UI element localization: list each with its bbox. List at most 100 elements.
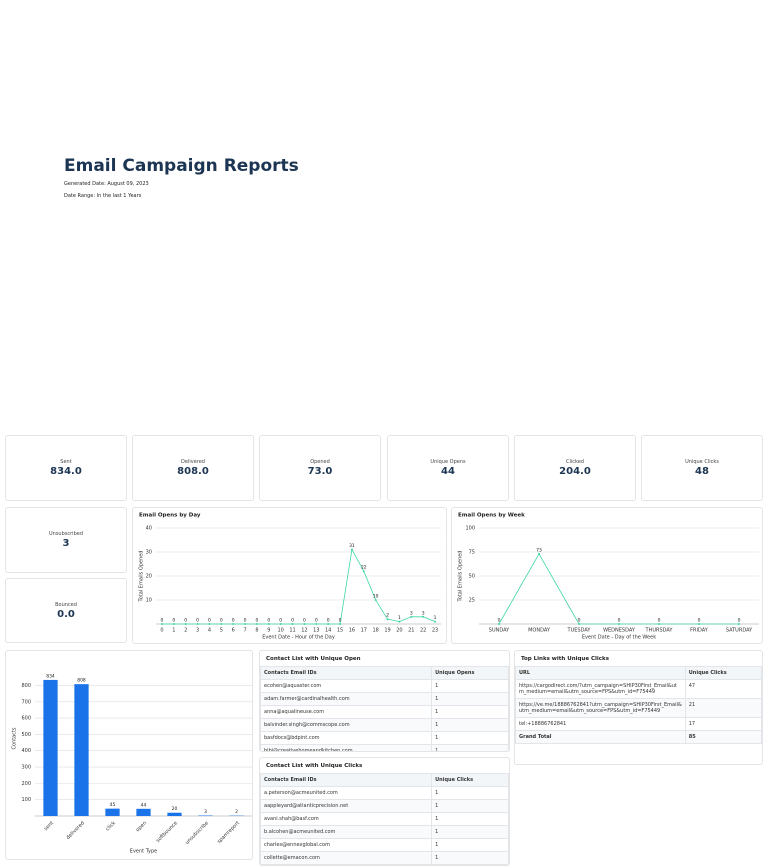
- table-row: adam.farmer@cardinalhealth.com 1: [260, 692, 509, 706]
- table-cell: 1: [431, 825, 509, 839]
- kpi-label: Unsubscribed: [49, 531, 83, 537]
- value-label: 808: [77, 678, 86, 684]
- value-label: 3: [410, 610, 413, 616]
- y-tick-label: 800: [21, 683, 31, 689]
- x-tick-label: 9: [267, 628, 270, 634]
- point: [303, 623, 306, 625]
- table-cell: balvinder.singh@commscope.com: [260, 718, 433, 732]
- table-cell: 1: [431, 692, 509, 706]
- point: [738, 623, 740, 625]
- table-title: Top Links with Unique Clicks: [521, 656, 609, 662]
- data-table: Contacts Email IDs Unique Opens ecohen@aqu…: [260, 666, 509, 751]
- kpi-value: 44: [441, 466, 455, 477]
- table-cell: 21: [684, 698, 762, 718]
- value-label: 0: [172, 618, 175, 624]
- y-tick-label: 100: [465, 526, 475, 532]
- y-tick-label: 40: [146, 526, 152, 532]
- value-label: 0: [698, 618, 701, 624]
- table-cell: a.peterson@acmeunited.com: [260, 786, 433, 800]
- x-tick-label: WEDNESDAY: [603, 628, 636, 634]
- value-label: 0: [578, 618, 581, 624]
- value-label: 0: [738, 618, 741, 624]
- x-tick-label: sent: [43, 820, 55, 832]
- value-label: 0: [327, 618, 330, 624]
- value-label: 31: [349, 543, 355, 549]
- point: [339, 623, 342, 625]
- column-header: Unique Clicks: [684, 666, 762, 680]
- table-cell: https://ve.me/18886762841?utm_campaign=S…: [515, 698, 686, 718]
- y-tick-label: 600: [21, 716, 31, 722]
- line: [498, 553, 739, 625]
- x-tick-label: 2: [184, 628, 187, 634]
- table-row: https://cargodirect.com/?utm_campaign=SH…: [515, 679, 762, 699]
- value-label: 0: [339, 618, 342, 624]
- point: [538, 552, 540, 555]
- table-row: ecohen@aquaster.com 1: [260, 679, 509, 693]
- x-tick-label: 0: [160, 628, 163, 634]
- table-row: b.alcohen@acmeunited.com 1: [260, 825, 509, 839]
- point: [160, 623, 163, 625]
- x-tick-label: 18: [373, 628, 379, 634]
- kpi-value: 0.0: [57, 608, 75, 620]
- point: [315, 623, 318, 625]
- bar: [136, 808, 151, 816]
- point: [327, 623, 330, 625]
- point: [350, 548, 353, 551]
- y-tick-label: 300: [21, 765, 31, 771]
- kpi-label: Unique Opens: [430, 459, 466, 465]
- kpi-card: Sent 834.0: [5, 435, 127, 501]
- x-tick-label: THURSDAY: [645, 628, 674, 634]
- table-cell: 1: [431, 744, 509, 751]
- kpi-card: Clicked 204.0: [514, 435, 636, 501]
- table-cell: collette@emacon.com: [260, 851, 433, 865]
- x-tick-label: TUESDAY: [567, 628, 592, 634]
- value-label: 0: [208, 618, 211, 624]
- value-label: 1: [398, 615, 401, 621]
- value-label: 0: [279, 618, 282, 624]
- table-row: a.peterson@acmeunited.com 1: [260, 786, 509, 800]
- point: [208, 623, 211, 625]
- kpi-value: 834.0: [50, 466, 82, 477]
- x-tick-label: 6: [232, 628, 235, 634]
- point: [196, 623, 199, 625]
- table-cell: 1: [431, 838, 509, 852]
- x-tick-label: SATURDAY: [726, 628, 753, 634]
- header-row: Contacts Email IDs Unique Opens: [260, 666, 509, 680]
- table-panel: Contact List with Unique Open Contacts Em…: [259, 650, 510, 752]
- point: [410, 615, 413, 618]
- x-tick-label: 19: [384, 628, 390, 634]
- table-cell: anna@aqualineuse.com: [260, 705, 433, 719]
- x-axis-title: Event Type: [130, 849, 157, 855]
- kpi-label: Bounced: [55, 601, 77, 608]
- table-cell: b.alcohen@acmeunited.com: [260, 825, 433, 839]
- value-label: 0: [291, 618, 294, 624]
- value-label: 2: [235, 809, 238, 815]
- table-row: avani.shah@basf.com 1: [260, 812, 509, 826]
- data-table: URL Unique Clicks https://cargodirect.com/…: [515, 666, 762, 744]
- y-axis-title: Total Emails Opened: [458, 551, 464, 603]
- x-tick-label: 20: [396, 628, 402, 634]
- table-cell: 1: [431, 786, 509, 800]
- x-tick-label: unsubscribe: [184, 820, 210, 846]
- data-table: Contacts Email IDs Unique Clicks a.peterso…: [260, 773, 509, 865]
- y-axis-title: Total Emails Opened: [139, 551, 145, 603]
- table-cell: aappleyard@atlanticprecision.net: [260, 799, 433, 813]
- column-header: Contacts Email IDs: [260, 666, 433, 680]
- value-label: 834: [46, 673, 55, 679]
- table-cell: 1: [431, 731, 509, 745]
- table-cell: 17: [684, 717, 762, 731]
- y-tick-label: 10: [146, 598, 152, 604]
- table-cell: avani.shah@basf.com: [260, 812, 433, 826]
- point: [220, 623, 223, 625]
- y-tick-label: 25: [469, 598, 475, 604]
- kpi-label: Delivered: [181, 459, 205, 465]
- kpi-value: 73.0: [307, 466, 333, 477]
- column-header: URL: [515, 666, 686, 680]
- kpi-label: Sent: [60, 459, 72, 465]
- value-label: 73: [536, 547, 542, 553]
- table-row: bibi@creativehomeandkitchen.com 1: [260, 744, 509, 751]
- table-panel: Contact List with Unique Clicks Contacts …: [259, 757, 510, 866]
- y-tick-label: 30: [146, 550, 152, 556]
